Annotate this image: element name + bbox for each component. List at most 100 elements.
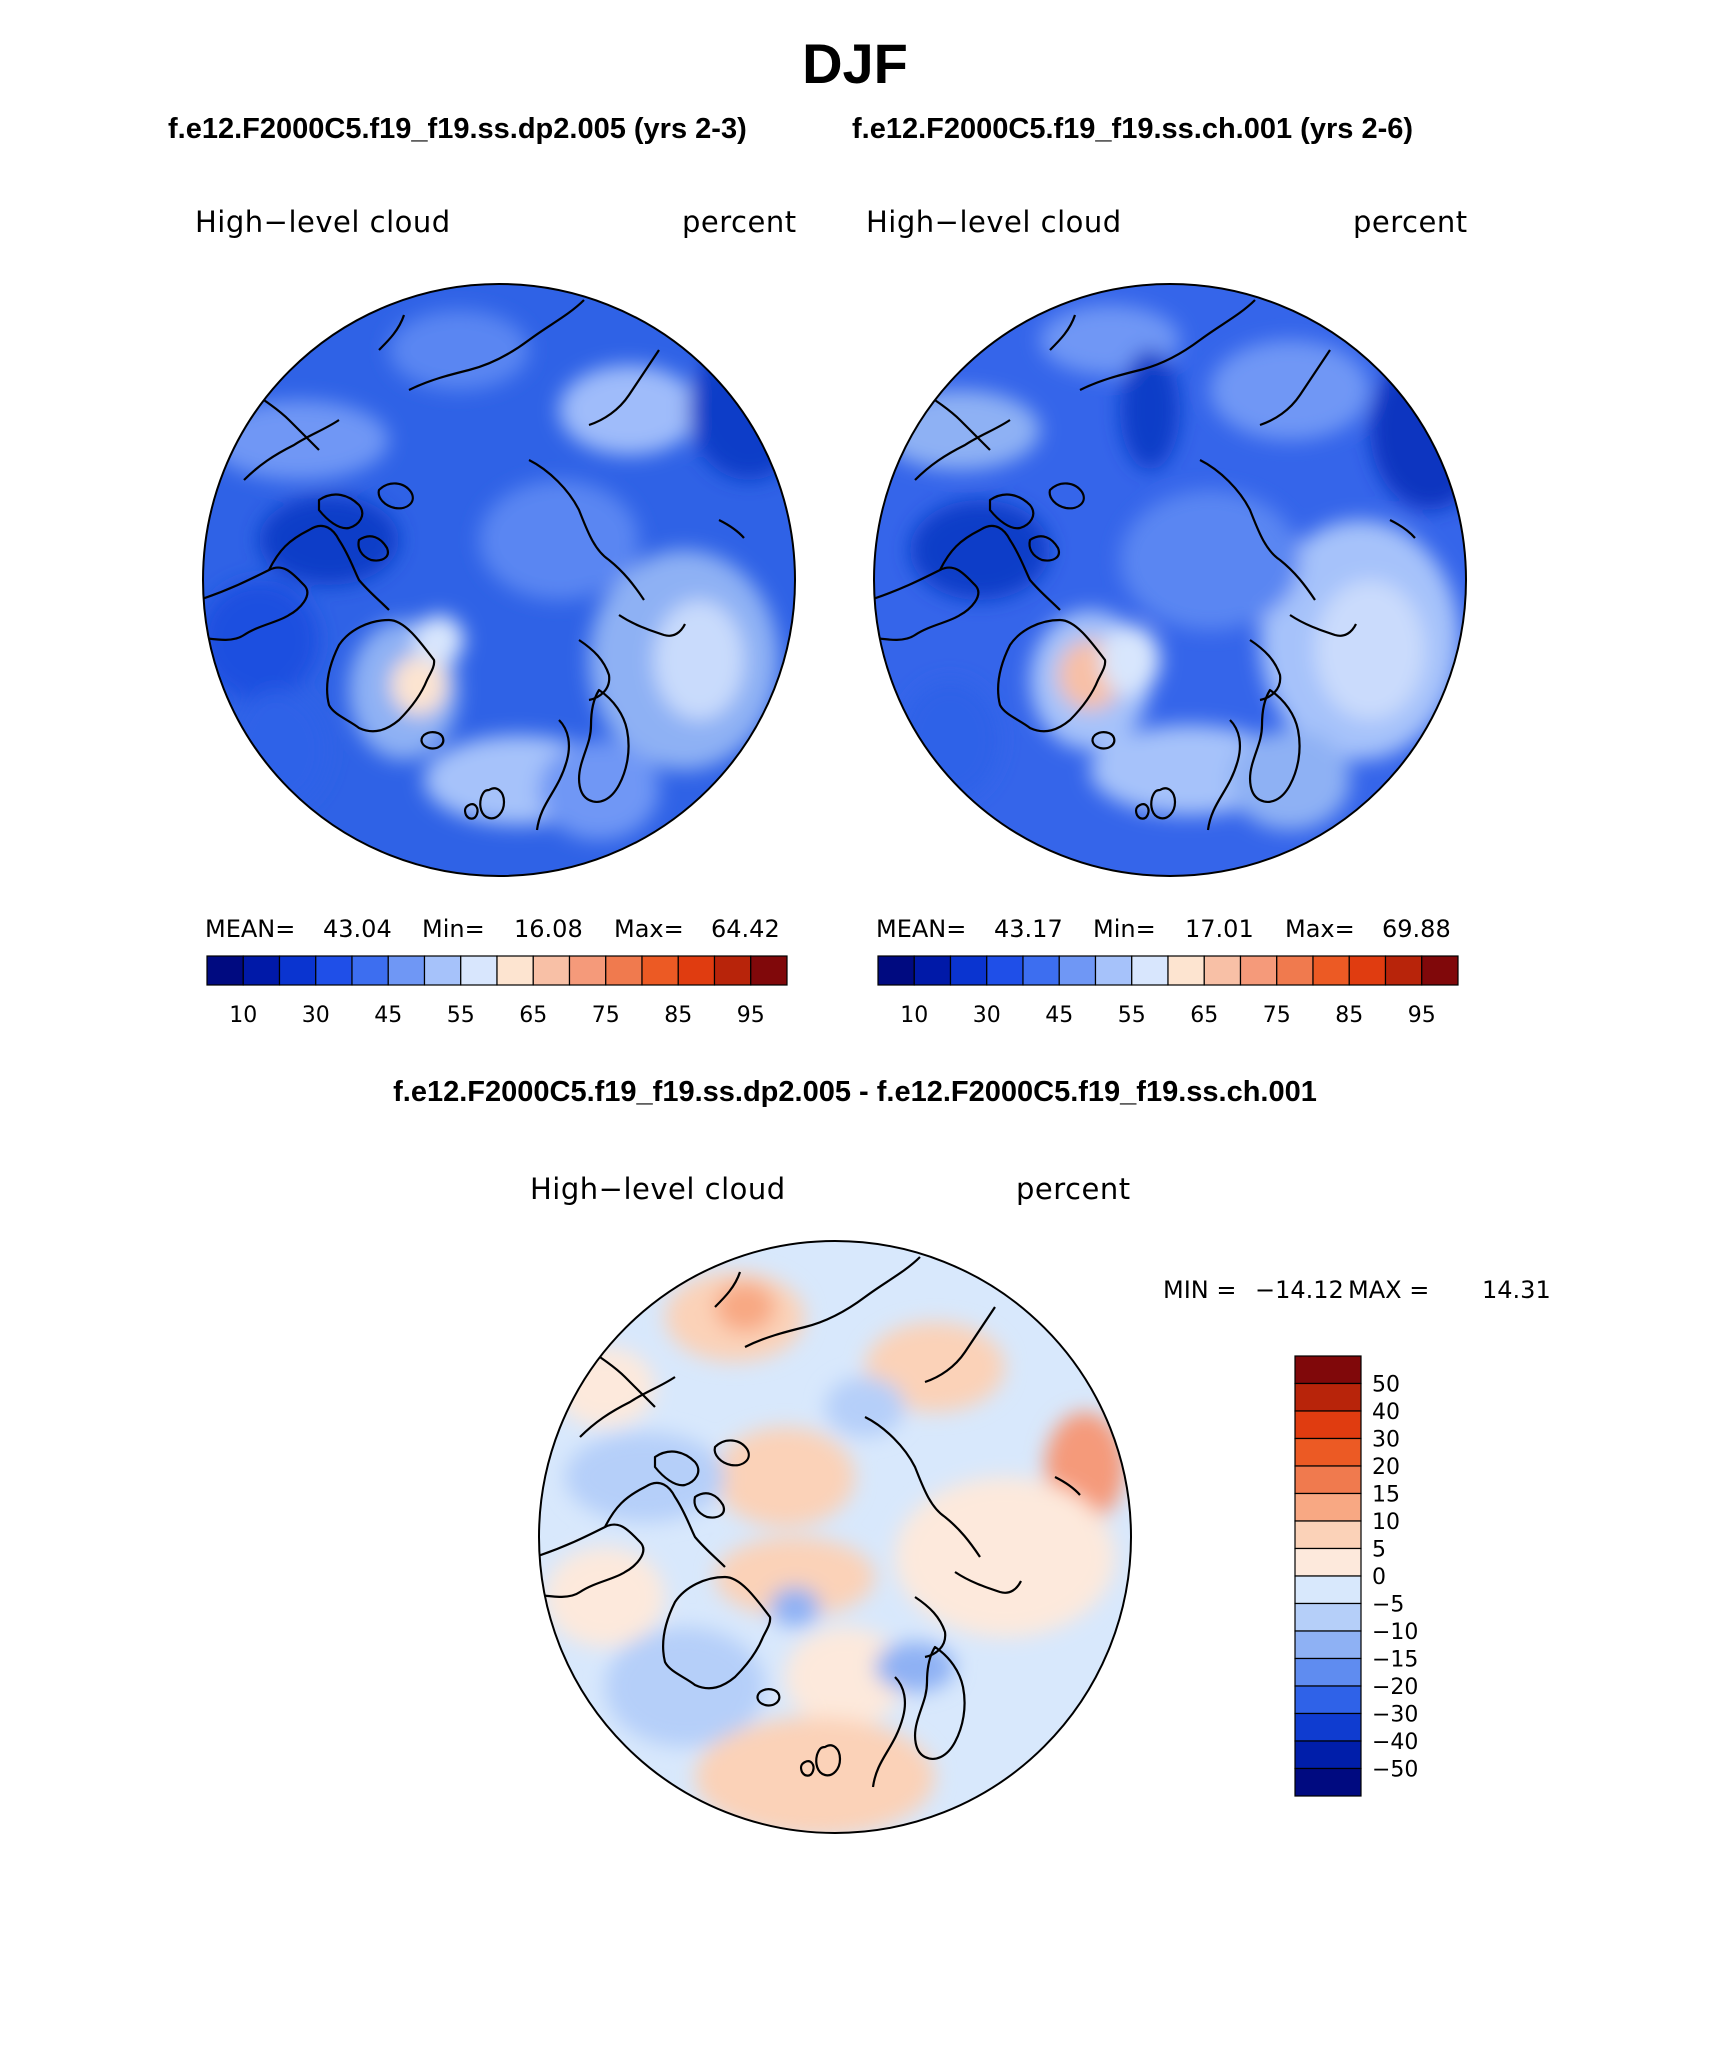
colorbar-box bbox=[1421, 955, 1459, 986]
colorbar-tick-label: 65 bbox=[519, 1003, 547, 1028]
colorbar-box bbox=[1294, 1465, 1362, 1495]
colorbar-tick-label: 15 bbox=[1372, 1483, 1400, 1508]
left-min-label: Min= bbox=[422, 915, 485, 943]
colorbar-tick-label: 85 bbox=[664, 1003, 692, 1028]
colorbar-box bbox=[1312, 955, 1350, 986]
colorbar-box bbox=[568, 955, 607, 986]
colorbar-box bbox=[1203, 955, 1242, 986]
colorbar-box bbox=[1294, 1657, 1362, 1687]
colorbar-tick-label: −30 bbox=[1372, 1703, 1418, 1728]
colorbar-box bbox=[387, 955, 426, 986]
colorbar-tick-label: −10 bbox=[1372, 1620, 1418, 1645]
left-mean-label: MEAN= bbox=[205, 915, 296, 943]
colorbar-tick-label: 95 bbox=[1408, 1003, 1436, 1028]
right-mean-value: 43.17 bbox=[994, 915, 1063, 943]
colorbar-box bbox=[1294, 1355, 1362, 1385]
colorbar-box bbox=[315, 955, 353, 986]
colorbar-box bbox=[532, 955, 571, 986]
right-max-label: Max= bbox=[1285, 915, 1355, 943]
colorbar-tick-label: 75 bbox=[592, 1003, 620, 1028]
colorbar-box bbox=[1294, 1685, 1362, 1715]
colorbar-tick-label: 20 bbox=[1372, 1455, 1400, 1480]
colorbar-box bbox=[1167, 955, 1205, 986]
colorbar-box bbox=[1348, 955, 1387, 986]
diff-panel-units: percent bbox=[1016, 1172, 1131, 1206]
colorbar-tick-label: −40 bbox=[1372, 1730, 1418, 1755]
colorbar-tick-label: 30 bbox=[302, 1003, 330, 1028]
colorbar-tick-label: 45 bbox=[374, 1003, 402, 1028]
colorbar-tick-label: 40 bbox=[1372, 1400, 1400, 1425]
colorbar-box bbox=[1058, 955, 1097, 986]
colorbar-tick-label: −5 bbox=[1372, 1593, 1404, 1618]
colorbar-tick-label: 30 bbox=[973, 1003, 1001, 1028]
left-panel-variable: High−level cloud bbox=[195, 205, 451, 239]
colorbar-tick-label: −20 bbox=[1372, 1675, 1418, 1700]
colorbar-box bbox=[1294, 1492, 1362, 1522]
colorbar-box bbox=[949, 955, 988, 986]
colorbar-box bbox=[206, 955, 244, 986]
right-panel-units: percent bbox=[1353, 205, 1468, 239]
figure-title: DJF bbox=[802, 32, 908, 95]
colorbar-tick-label: 50 bbox=[1372, 1373, 1400, 1398]
colorbar-box bbox=[1294, 1382, 1362, 1412]
colorbar-box bbox=[750, 955, 788, 986]
left-max-value: 64.42 bbox=[711, 915, 780, 943]
colorbar-box bbox=[1294, 1437, 1362, 1467]
colorbar-box bbox=[713, 955, 752, 986]
left-min-value: 16.08 bbox=[514, 915, 583, 943]
colorbar-tick-label: 45 bbox=[1045, 1003, 1073, 1028]
colorbar-tick-label: −15 bbox=[1372, 1648, 1418, 1673]
left-mean-value: 43.04 bbox=[323, 915, 392, 943]
colorbar-tick-label: 10 bbox=[229, 1003, 257, 1028]
colorbar-box bbox=[641, 955, 679, 986]
colorbar-tick-label: 85 bbox=[1335, 1003, 1363, 1028]
right-panel-variable: High−level cloud bbox=[866, 205, 1122, 239]
diff-panel-variable: High−level cloud bbox=[530, 1172, 786, 1206]
colorbar-box bbox=[1294, 1602, 1362, 1632]
colorbar-box bbox=[986, 955, 1024, 986]
left-max-label: Max= bbox=[614, 915, 684, 943]
colorbar-box bbox=[877, 955, 915, 986]
right-min-label: Min= bbox=[1093, 915, 1156, 943]
right-colorbar: 10 30 45 55 65 75 85 95 bbox=[877, 955, 1459, 1028]
diff-max-value: 14.31 bbox=[1482, 1276, 1551, 1304]
colorbar-tick-label: 30 bbox=[1372, 1428, 1400, 1453]
colorbar-box bbox=[1294, 1410, 1362, 1440]
colorbar-box bbox=[1294, 1767, 1362, 1797]
colorbar-box bbox=[1131, 955, 1169, 986]
difference-title: f.e12.F2000C5.f19_f19.ss.dp2.005 - f.e12… bbox=[393, 1076, 1317, 1108]
right-mean-label: MEAN= bbox=[876, 915, 967, 943]
colorbar-box bbox=[1384, 955, 1423, 986]
colorbar-tick-label: 0 bbox=[1372, 1565, 1386, 1590]
right-max-value: 69.88 bbox=[1382, 915, 1451, 943]
colorbar-tick-label: 95 bbox=[737, 1003, 765, 1028]
colorbar-tick-label: 55 bbox=[1118, 1003, 1146, 1028]
colorbar-box bbox=[1294, 1740, 1362, 1770]
colorbar-tick-label: 10 bbox=[1372, 1510, 1400, 1535]
colorbar-box bbox=[1294, 1520, 1362, 1550]
right-min-value: 17.01 bbox=[1185, 915, 1254, 943]
diff-min-label: MIN = bbox=[1163, 1276, 1237, 1304]
colorbar-box bbox=[1294, 1547, 1362, 1577]
colorbar-box bbox=[351, 955, 389, 986]
colorbar-box bbox=[1294, 1630, 1362, 1660]
colorbar-tick-label: 55 bbox=[447, 1003, 475, 1028]
colorbar-tick-label: 65 bbox=[1190, 1003, 1218, 1028]
left-panel-units: percent bbox=[682, 205, 797, 239]
colorbar-box bbox=[1276, 955, 1314, 986]
colorbar-tick-label: −50 bbox=[1372, 1758, 1418, 1783]
colorbar-tick-label: 10 bbox=[900, 1003, 928, 1028]
diff-min-value: −14.12 bbox=[1255, 1276, 1344, 1304]
left-panel-run-title: f.e12.F2000C5.f19_f19.ss.dp2.005 (yrs 2-… bbox=[168, 113, 747, 145]
colorbar-tick-label: 5 bbox=[1372, 1538, 1386, 1563]
diff-max-label: MAX = bbox=[1348, 1276, 1430, 1304]
colorbar-tick-label: 75 bbox=[1263, 1003, 1291, 1028]
left-colorbar: 10 30 45 55 65 75 85 95 bbox=[206, 955, 788, 1028]
colorbar-box bbox=[677, 955, 716, 986]
colorbar-box bbox=[1294, 1575, 1362, 1605]
right-panel-run-title: f.e12.F2000C5.f19_f19.ss.ch.001 (yrs 2-6… bbox=[852, 113, 1414, 145]
